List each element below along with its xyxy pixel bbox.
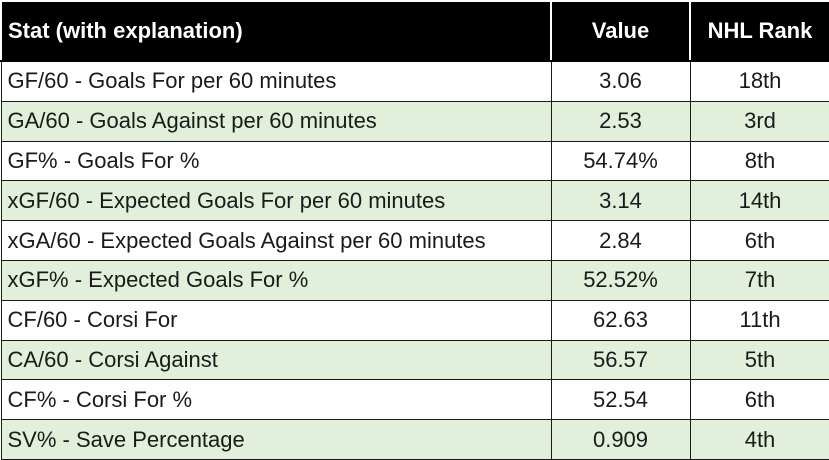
stat-cell: CF% - Corsi For % xyxy=(0,379,552,421)
stat-cell: CA/60 - Corsi Against xyxy=(0,339,552,381)
stat-cell: GA/60 - Goals Against per 60 minutes xyxy=(0,100,552,142)
rank-cell: 5th xyxy=(689,339,829,381)
rank-cell: 11th xyxy=(689,299,829,341)
table-row: xGF/60 - Expected Goals For per 60 minut… xyxy=(0,180,829,222)
value-cell: 3.06 xyxy=(550,60,691,102)
stat-cell: xGF% - Expected Goals For % xyxy=(0,259,552,301)
rank-cell: 7th xyxy=(689,259,829,301)
table-row: GF/60 - Goals For per 60 minutes 3.06 18… xyxy=(0,60,829,102)
column-header-stat: Stat (with explanation) xyxy=(0,0,552,62)
value-cell: 0.909 xyxy=(550,419,691,460)
table-row: CA/60 - Corsi Against 56.57 5th xyxy=(0,339,829,381)
value-cell: 56.57 xyxy=(550,339,691,381)
value-cell: 3.14 xyxy=(550,180,691,222)
table-row: CF/60 - Corsi For 62.63 11th xyxy=(0,299,829,341)
rank-cell: 14th xyxy=(689,180,829,222)
stat-cell: GF% - Goals For % xyxy=(0,140,552,182)
table-row: GA/60 - Goals Against per 60 minutes 2.5… xyxy=(0,100,829,142)
table-row: xGA/60 - Expected Goals Against per 60 m… xyxy=(0,220,829,261)
value-cell: 52.52% xyxy=(550,259,691,301)
column-header-rank: NHL Rank xyxy=(689,0,829,62)
value-cell: 2.53 xyxy=(550,100,691,142)
column-header-value: Value xyxy=(550,0,691,62)
rank-cell: 3rd xyxy=(689,100,829,142)
rank-cell: 4th xyxy=(689,419,829,460)
stat-cell: xGA/60 - Expected Goals Against per 60 m… xyxy=(0,220,552,261)
stat-cell: CF/60 - Corsi For xyxy=(0,299,552,341)
rank-cell: 18th xyxy=(689,60,829,102)
header-row: Stat (with explanation) Value NHL Rank xyxy=(0,0,829,62)
rank-cell: 6th xyxy=(689,379,829,421)
table-row: xGF% - Expected Goals For % 52.52% 7th xyxy=(0,259,829,301)
value-cell: 2.84 xyxy=(550,220,691,261)
rank-cell: 6th xyxy=(689,220,829,261)
value-cell: 62.63 xyxy=(550,299,691,341)
stat-cell: SV% - Save Percentage xyxy=(0,419,552,460)
stat-cell: xGF/60 - Expected Goals For per 60 minut… xyxy=(0,180,552,222)
table-row: GF% - Goals For % 54.74% 8th xyxy=(0,140,829,182)
rank-cell: 8th xyxy=(689,140,829,182)
stat-cell: GF/60 - Goals For per 60 minutes xyxy=(0,60,552,102)
value-cell: 54.74% xyxy=(550,140,691,182)
table-row: CF% - Corsi For % 52.54 6th xyxy=(0,379,829,421)
table-row: SV% - Save Percentage 0.909 4th xyxy=(0,419,829,460)
value-cell: 52.54 xyxy=(550,379,691,421)
